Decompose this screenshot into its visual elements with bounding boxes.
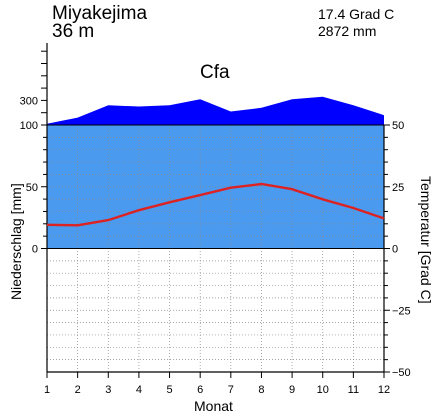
- x-tick-label: 7: [228, 384, 234, 396]
- station-elevation: 36 m: [52, 21, 95, 42]
- left-tick-label: 50: [26, 182, 38, 194]
- right-tick-label: 0: [392, 244, 398, 256]
- x-tick-label: 4: [136, 384, 142, 396]
- annual-precipitation: 2872 mm: [318, 23, 377, 39]
- perhumid-area: [47, 96, 384, 125]
- x-tick-label: 12: [378, 384, 390, 396]
- x-tick-label: 6: [197, 384, 203, 396]
- x-tick-label: 5: [166, 384, 172, 396]
- temperature-line: [46, 182, 385, 227]
- left-tick-label: 0: [32, 244, 38, 256]
- x-tick-label: 10: [317, 384, 329, 396]
- right-tick-label: −25: [392, 305, 411, 317]
- x-tick-label: 3: [105, 384, 111, 396]
- x-tick-label: 1: [44, 384, 50, 396]
- right-tick-label: 25: [392, 182, 404, 194]
- left-tick-label: 100: [20, 120, 38, 132]
- x-tick-label: 2: [75, 384, 81, 396]
- right-tick-label: −50: [392, 367, 411, 379]
- x-axis-label: Monat: [194, 398, 233, 414]
- left-tick-label: 300: [20, 95, 38, 107]
- x-tick-label: 8: [258, 384, 264, 396]
- right-axis-label: Temperatur [Grad C]: [418, 176, 434, 304]
- left-axis-label: Niederschlag [mm]: [8, 183, 24, 300]
- right-tick-label: 50: [392, 120, 404, 132]
- x-tick-label: 11: [348, 384, 359, 396]
- x-tick-label: 9: [289, 384, 295, 396]
- annual-temperature: 17.4 Grad C: [318, 6, 395, 22]
- axes: [41, 43, 390, 378]
- station-name: Miyakejima: [52, 3, 148, 24]
- climate-class: Cfa: [200, 62, 230, 83]
